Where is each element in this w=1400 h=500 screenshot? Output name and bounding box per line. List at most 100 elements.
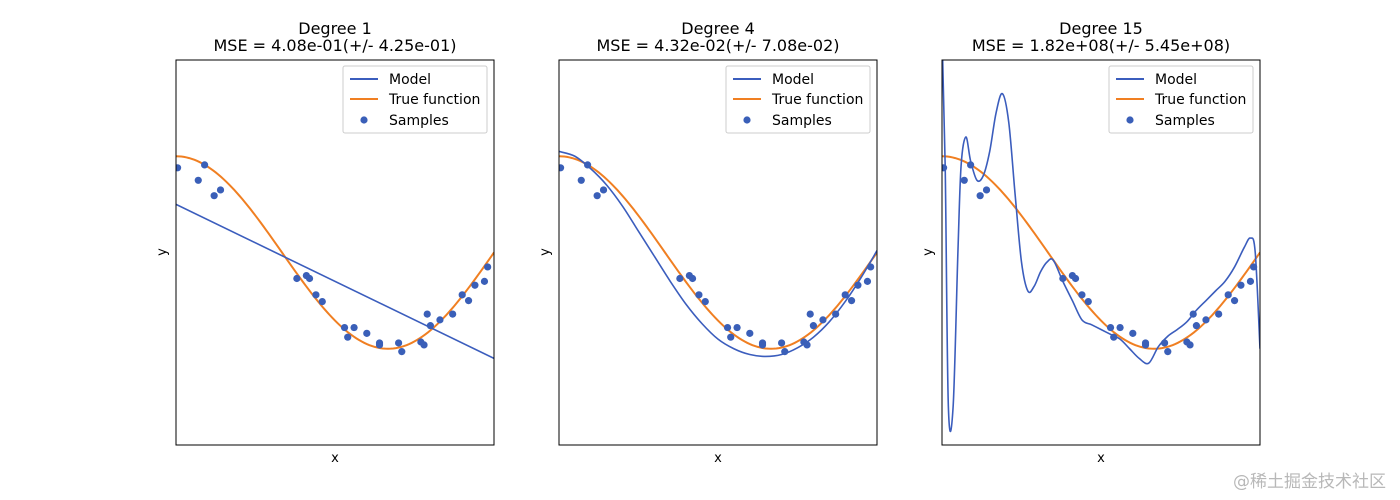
sample-point	[1215, 310, 1223, 318]
subplot-title: Degree 4	[681, 19, 755, 38]
sample-point	[599, 186, 608, 194]
true-function-line	[176, 155, 494, 350]
sample-point	[976, 192, 984, 200]
model-line	[942, 60, 1260, 433]
sample-point	[363, 329, 371, 337]
sample-point	[982, 186, 991, 194]
sample-point	[778, 339, 786, 347]
sample-point	[1106, 323, 1115, 332]
legend-samples-marker	[1126, 116, 1134, 124]
sample-point	[758, 341, 767, 349]
sample-point	[819, 316, 827, 324]
sample-point	[1246, 277, 1255, 285]
legend-samples-label: Samples	[389, 113, 449, 129]
x-axis-label: x	[714, 451, 722, 466]
x-axis-label: x	[1097, 451, 1105, 466]
sample-point	[1059, 274, 1067, 283]
legend-box	[725, 65, 871, 134]
sample-point	[480, 277, 489, 285]
sample-point	[863, 277, 872, 285]
sample-point	[312, 291, 320, 299]
sample-point	[688, 274, 697, 283]
y-axis-label: y	[921, 248, 936, 256]
sample-point	[375, 341, 384, 349]
sample-point	[806, 310, 814, 318]
sample-point	[340, 323, 349, 332]
sample-point	[216, 186, 225, 194]
sample-point	[960, 176, 968, 184]
sample-point	[1141, 341, 1150, 349]
legend-box	[1108, 65, 1254, 134]
sample-point	[847, 297, 856, 305]
sample-point	[1164, 348, 1172, 356]
axes-frame	[175, 59, 495, 446]
sample-point	[318, 297, 326, 306]
sample-point	[449, 310, 457, 318]
legend-model-label: Model	[772, 72, 814, 88]
legend-true-function-label: True function	[388, 92, 480, 108]
sample-point	[210, 192, 218, 200]
sample-point	[293, 274, 301, 283]
legend-samples-label: Samples	[1155, 113, 1215, 129]
legend-true-function-label: True function	[771, 92, 863, 108]
sample-point	[1084, 297, 1092, 306]
model-line	[176, 203, 494, 360]
sample-point	[471, 281, 479, 289]
sample-point	[967, 161, 975, 169]
watermark: @稀土掘金技术社区	[1233, 472, 1386, 492]
sample-point	[420, 341, 428, 349]
legend-true-function-label: True function	[1154, 92, 1246, 108]
legend: Model True function Samples	[725, 65, 871, 134]
model-line	[559, 150, 877, 358]
subplot-title: Degree 1	[298, 19, 372, 38]
sample-point	[695, 291, 703, 299]
sample-point	[559, 164, 565, 172]
y-axis-label: y	[538, 248, 553, 256]
sample-point	[1202, 316, 1210, 324]
sample-point	[1224, 291, 1232, 299]
sample-point	[484, 263, 492, 271]
sample-point	[426, 322, 434, 330]
sample-point	[577, 176, 585, 184]
sample-point	[176, 164, 182, 172]
sample-point	[1110, 333, 1118, 341]
sample-point	[1071, 274, 1080, 283]
subplot-degree-4: Degree 4 MSE = 4.32e-02(+/- 7.08e-02) x …	[538, 19, 878, 466]
sample-point	[1161, 339, 1169, 347]
sample-point	[398, 348, 406, 356]
legend: Model True function Samples	[342, 65, 488, 134]
legend: Model True function Samples	[1108, 65, 1254, 134]
sample-point	[854, 281, 862, 289]
legend-samples-label: Samples	[772, 113, 832, 129]
true-function-line	[942, 155, 1260, 350]
sample-point	[344, 333, 352, 341]
sample-point	[781, 348, 789, 356]
sample-point	[201, 161, 209, 169]
sample-point	[676, 274, 684, 283]
sample-point	[1078, 291, 1086, 299]
sample-point	[464, 297, 473, 305]
sample-point	[1230, 297, 1239, 305]
subplot-subtitle: MSE = 4.32e-02(+/- 7.08e-02)	[597, 36, 840, 55]
sample-point	[423, 310, 431, 318]
samples-group	[176, 161, 492, 356]
samples-group	[559, 161, 875, 356]
sample-point	[593, 192, 601, 200]
y-axis-label: y	[155, 248, 170, 256]
sample-point	[1116, 323, 1124, 332]
legend-samples-marker	[360, 116, 368, 124]
sample-point	[733, 323, 741, 332]
subplot-subtitle: MSE = 1.82e+08(+/- 5.45e+08)	[972, 36, 1230, 55]
subplot-degree-1: Degree 1 MSE = 4.08e-01(+/- 4.25e-01) x …	[155, 19, 495, 466]
sample-point	[1192, 322, 1200, 330]
subplot-subtitle: MSE = 4.08e-01(+/- 4.25e-01)	[214, 36, 457, 55]
sample-point	[803, 341, 811, 349]
sample-point	[867, 263, 875, 271]
sample-point	[832, 310, 840, 318]
sample-point	[305, 274, 314, 283]
x-axis-label: x	[331, 451, 339, 466]
sample-point	[194, 176, 202, 184]
sample-point	[1186, 341, 1194, 349]
samples-group	[942, 161, 1258, 356]
